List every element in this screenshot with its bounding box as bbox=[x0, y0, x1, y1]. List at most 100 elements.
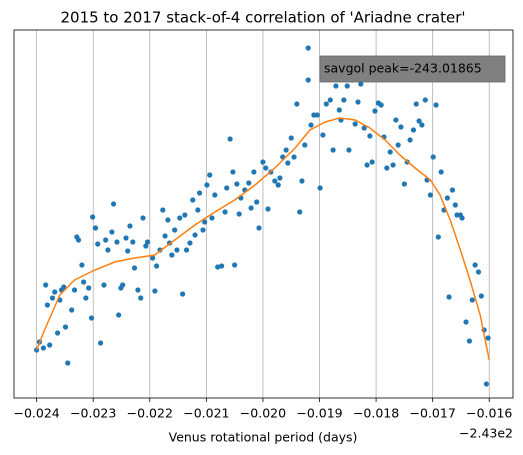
scatter-point bbox=[234, 181, 240, 187]
scatter-point bbox=[169, 252, 175, 258]
scatter-point bbox=[260, 159, 266, 165]
scatter-point bbox=[459, 215, 465, 221]
scatter-point bbox=[131, 265, 138, 271]
scatter-point bbox=[230, 169, 236, 175]
scatter-point bbox=[387, 149, 393, 155]
scatter-point bbox=[449, 187, 456, 193]
scatter-point bbox=[263, 165, 269, 171]
scatter-point bbox=[97, 340, 104, 346]
scatter-point bbox=[209, 215, 215, 221]
scatter-point bbox=[92, 225, 99, 231]
scatter-point bbox=[116, 312, 122, 318]
scatter-point bbox=[44, 302, 50, 308]
scatter-point bbox=[485, 335, 491, 341]
scatter-point bbox=[317, 185, 323, 191]
scatter-point bbox=[95, 241, 101, 247]
scatter-point bbox=[195, 207, 201, 213]
scatter-point bbox=[153, 263, 160, 269]
scatter-point bbox=[472, 262, 478, 268]
scatter-point bbox=[65, 360, 71, 366]
scatter-point bbox=[254, 199, 260, 205]
scatter-point bbox=[367, 133, 373, 139]
scatter-point bbox=[395, 142, 401, 148]
scatter-point bbox=[162, 233, 168, 239]
scatter-point bbox=[144, 239, 151, 245]
scatter-point bbox=[62, 324, 69, 330]
annotation-text: savgol peak=-243.01865 bbox=[324, 61, 482, 76]
scatter-point bbox=[215, 264, 221, 270]
scatter-point bbox=[352, 121, 358, 127]
scatter-point bbox=[71, 287, 78, 293]
scatter-point bbox=[183, 247, 190, 253]
scatter-point bbox=[49, 295, 56, 301]
scatter-point bbox=[135, 287, 141, 293]
scatter-point bbox=[54, 330, 61, 336]
scatter-point bbox=[236, 211, 242, 217]
scatter-point bbox=[179, 291, 186, 297]
scatter-point bbox=[401, 181, 407, 187]
scatter-point bbox=[212, 192, 218, 198]
scatter-point bbox=[232, 262, 238, 268]
x-tick-label: −0.017 bbox=[410, 406, 456, 421]
scatter-point bbox=[110, 201, 117, 207]
scatter-point bbox=[390, 162, 396, 168]
scatter-point bbox=[251, 169, 257, 175]
scatter-point bbox=[272, 178, 278, 184]
scatter-point bbox=[204, 182, 210, 188]
scatter-point bbox=[192, 232, 198, 238]
scatter-point bbox=[196, 190, 203, 196]
scatter-point bbox=[127, 223, 133, 229]
scatter-point bbox=[200, 227, 206, 233]
scatter-point bbox=[187, 240, 193, 246]
x-tick-label: −0.020 bbox=[240, 406, 286, 421]
scatter-point bbox=[346, 147, 352, 153]
scatter-point bbox=[469, 297, 475, 303]
scatter-point bbox=[430, 154, 436, 160]
scatter-point bbox=[275, 182, 281, 188]
x-tick-label: −0.022 bbox=[127, 406, 173, 421]
scatter-point bbox=[152, 288, 158, 294]
x-axis-label: Venus rotational period (days) bbox=[169, 430, 358, 445]
scatter-point bbox=[344, 83, 350, 89]
scatter-point bbox=[320, 132, 326, 138]
scatter-point bbox=[248, 205, 254, 211]
scatter-point bbox=[125, 248, 131, 254]
scatter-point bbox=[364, 162, 370, 168]
scatter-point bbox=[246, 180, 252, 186]
scatter-point bbox=[43, 282, 49, 288]
x-tick-label: −0.023 bbox=[70, 406, 116, 421]
scatter-point bbox=[393, 117, 399, 123]
plot-frame bbox=[13, 29, 514, 399]
scatter-point bbox=[182, 212, 188, 218]
scatter-point bbox=[433, 102, 439, 108]
x-tick-label: −0.016 bbox=[466, 406, 512, 421]
x-offset-label: −2.43e2 bbox=[459, 426, 513, 441]
scatter-point bbox=[452, 202, 458, 208]
annotation-box bbox=[319, 55, 506, 83]
scatter-point bbox=[466, 338, 473, 344]
scatter-point bbox=[361, 125, 367, 131]
x-tick-label: −0.021 bbox=[183, 406, 229, 421]
scatter-point bbox=[302, 142, 308, 148]
scatter-point bbox=[378, 102, 384, 108]
scatter-point bbox=[86, 285, 92, 291]
scatter-point bbox=[120, 282, 126, 288]
scatter-point bbox=[90, 214, 96, 220]
scatter-point bbox=[438, 169, 444, 175]
scatter-point bbox=[323, 101, 329, 107]
scatter-point bbox=[299, 178, 305, 184]
scatter-point bbox=[265, 206, 271, 212]
scatter-point bbox=[143, 243, 149, 249]
scatter-point bbox=[419, 122, 425, 128]
scatter-point bbox=[333, 83, 339, 89]
scatter-point bbox=[294, 101, 300, 107]
scatter-point bbox=[416, 118, 422, 124]
scatter-point bbox=[297, 209, 303, 215]
scatter-point bbox=[222, 209, 228, 215]
scatter-point bbox=[314, 112, 320, 118]
scatter-point bbox=[83, 295, 89, 301]
scatter-point bbox=[69, 307, 75, 313]
scatter-point bbox=[305, 77, 311, 83]
scatter-point bbox=[422, 97, 428, 103]
